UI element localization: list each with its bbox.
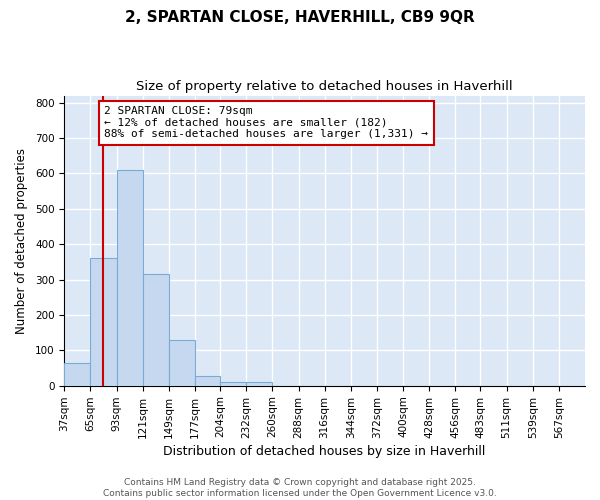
Bar — [64, 362, 91, 386]
Bar — [195, 376, 220, 386]
Bar — [91, 258, 116, 386]
Bar — [169, 340, 195, 386]
Bar — [143, 274, 169, 386]
Bar — [116, 170, 143, 386]
Bar — [246, 382, 272, 386]
Text: 2, SPARTAN CLOSE, HAVERHILL, CB9 9QR: 2, SPARTAN CLOSE, HAVERHILL, CB9 9QR — [125, 10, 475, 25]
Title: Size of property relative to detached houses in Haverhill: Size of property relative to detached ho… — [136, 80, 513, 93]
Bar — [220, 382, 246, 386]
Y-axis label: Number of detached properties: Number of detached properties — [15, 148, 28, 334]
Text: 2 SPARTAN CLOSE: 79sqm
← 12% of detached houses are smaller (182)
88% of semi-de: 2 SPARTAN CLOSE: 79sqm ← 12% of detached… — [104, 106, 428, 140]
X-axis label: Distribution of detached houses by size in Haverhill: Distribution of detached houses by size … — [163, 444, 486, 458]
Text: Contains HM Land Registry data © Crown copyright and database right 2025.
Contai: Contains HM Land Registry data © Crown c… — [103, 478, 497, 498]
